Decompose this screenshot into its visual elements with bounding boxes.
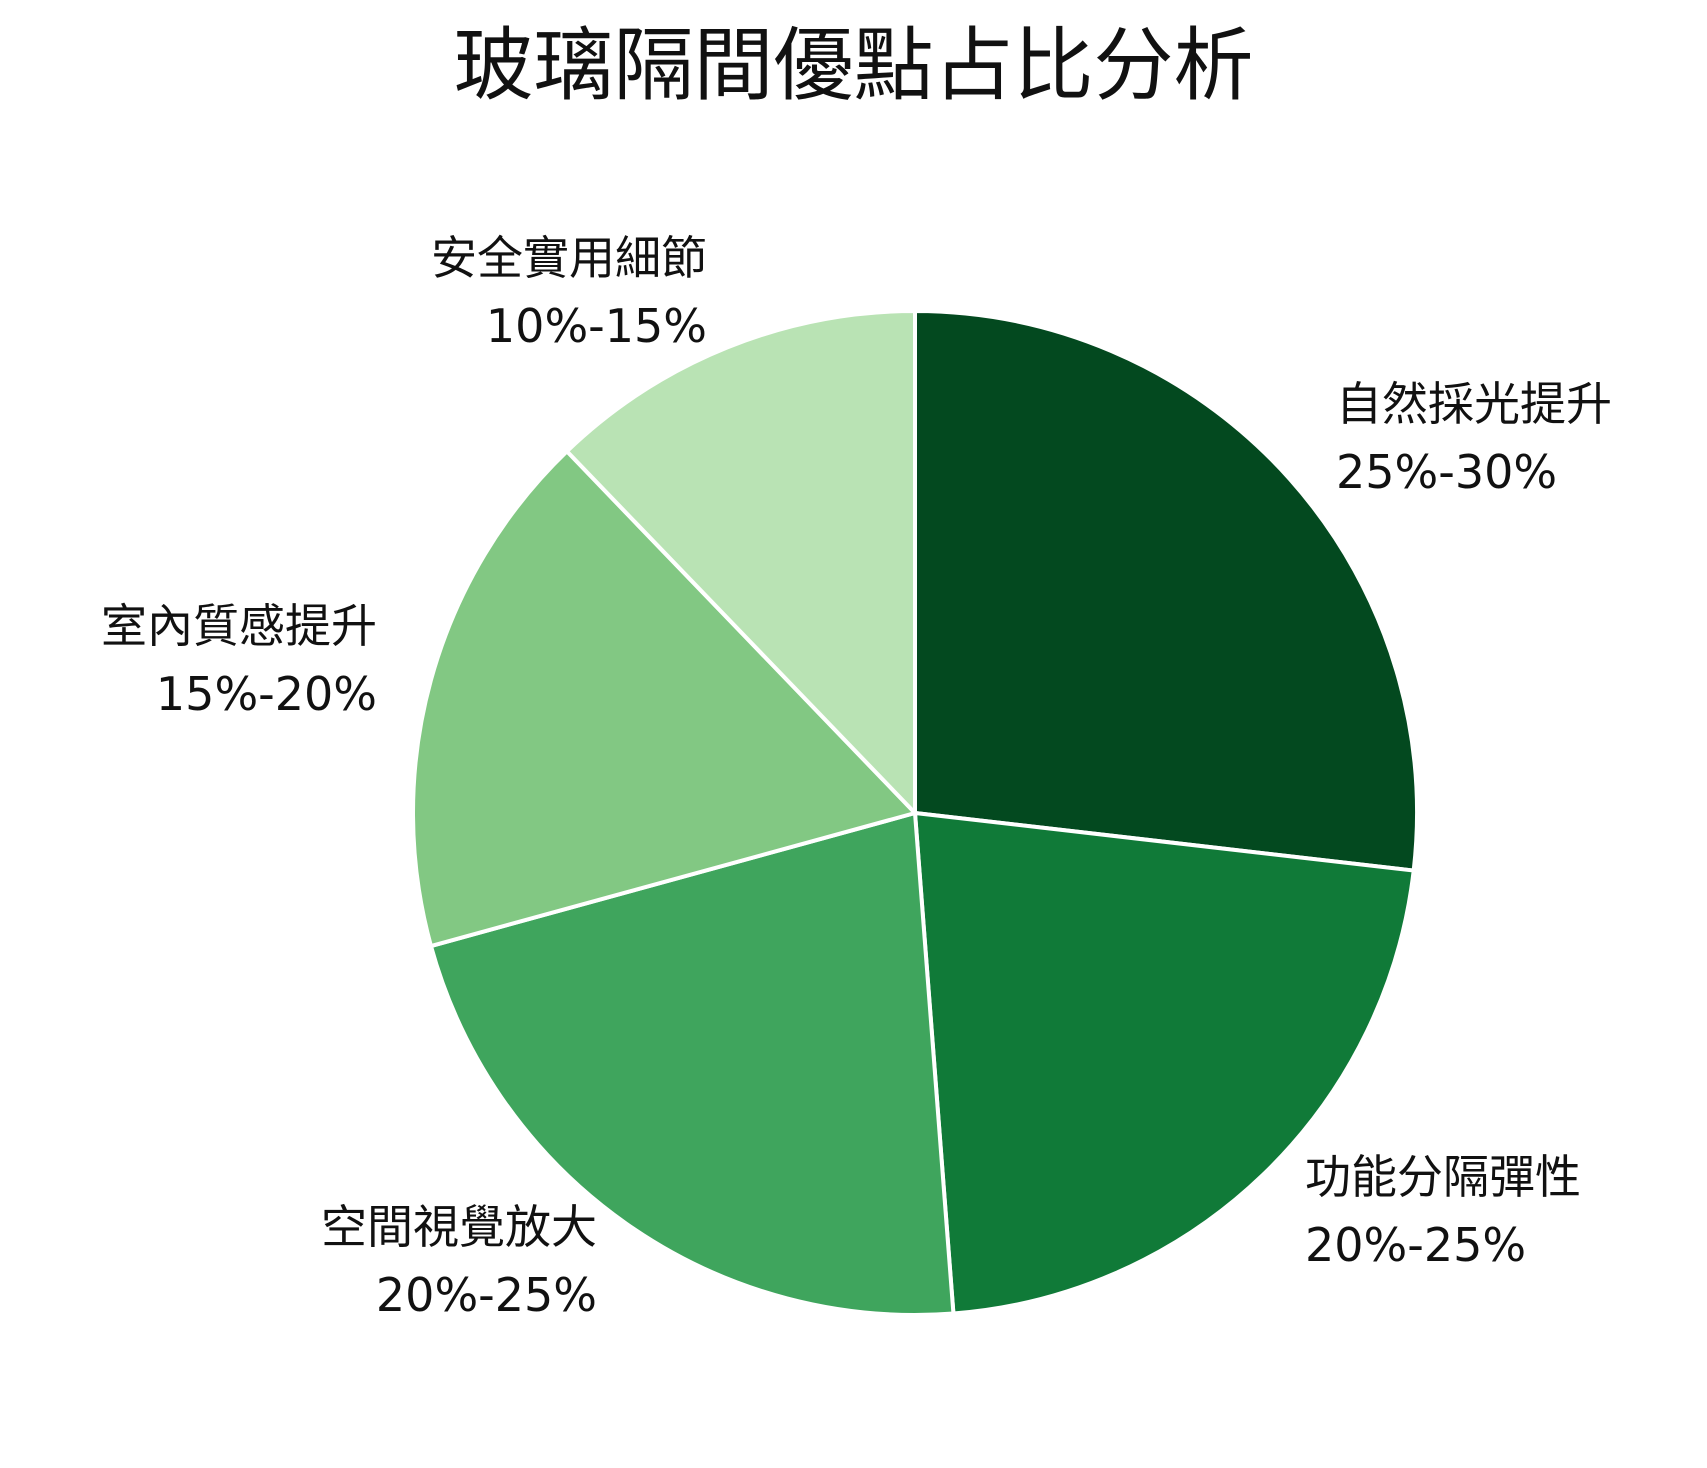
- slice-category: 安全實用細節: [431, 231, 707, 285]
- slice-range: 10%-15%: [485, 299, 707, 353]
- pie-slice-4: [411, 449, 917, 949]
- slice-label-safety-details: 安全實用細節 10%-15%: [431, 224, 707, 360]
- slice-range: 20%-25%: [1305, 1218, 1527, 1272]
- slice-category: 功能分隔彈性: [1305, 1150, 1581, 1204]
- slice-range: 25%-30%: [1336, 445, 1558, 499]
- slice-label-interior-quality: 室內質感提升 15%-20%: [101, 592, 377, 728]
- slice-label-flexible-division: 功能分隔彈性 20%-25%: [1305, 1143, 1581, 1279]
- slice-label-natural-light: 自然採光提升 25%-30%: [1336, 370, 1612, 506]
- slice-label-visual-space: 空間視覺放大 20%-25%: [321, 1193, 597, 1329]
- pie-slice-2: [913, 811, 1416, 1316]
- slice-category: 自然採光提升: [1336, 377, 1612, 431]
- slice-range: 15%-20%: [155, 667, 377, 721]
- chart-title: 玻璃隔間優點占比分析: [453, 19, 1254, 112]
- pie-slice-1: [913, 309, 1419, 873]
- slice-category: 室內質感提升: [101, 599, 377, 653]
- pie-slice-3: [428, 811, 956, 1317]
- slice-range: 20%-25%: [375, 1268, 597, 1322]
- pie-slice-5: [564, 309, 917, 815]
- slice-category: 空間視覺放大: [321, 1200, 597, 1254]
